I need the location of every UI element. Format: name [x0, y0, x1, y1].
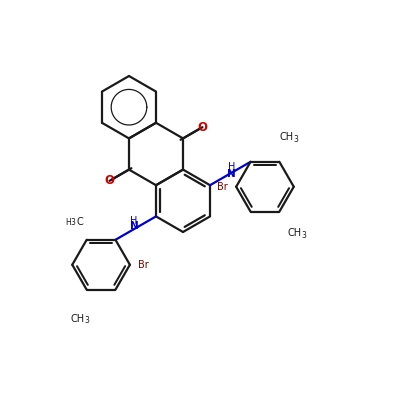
Text: N: N	[227, 169, 236, 178]
Text: CH: CH	[71, 314, 85, 324]
Text: CH: CH	[287, 228, 302, 238]
Text: C: C	[76, 217, 83, 227]
Text: H: H	[130, 216, 138, 226]
Text: H: H	[65, 218, 70, 227]
Text: O: O	[104, 174, 114, 187]
Text: O: O	[198, 121, 208, 134]
Text: N: N	[130, 221, 138, 231]
Text: 3: 3	[85, 316, 90, 325]
Text: 3: 3	[70, 218, 75, 227]
Text: Br: Br	[217, 182, 228, 192]
Text: 3: 3	[302, 231, 306, 240]
Text: H: H	[228, 162, 235, 172]
Text: Br: Br	[138, 260, 149, 270]
Text: CH: CH	[279, 132, 294, 142]
Text: 3: 3	[294, 134, 298, 144]
